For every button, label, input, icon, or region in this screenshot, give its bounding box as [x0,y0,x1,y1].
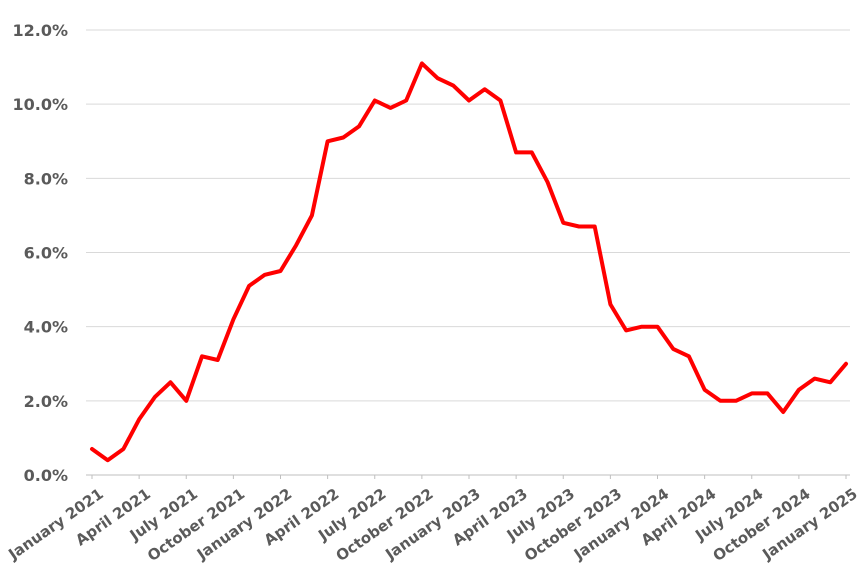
y-tick-label: 8.0% [24,169,68,188]
y-tick-label: 12.0% [12,21,68,40]
y-tick-label: 4.0% [24,318,68,337]
y-tick-label: 10.0% [12,95,68,114]
y-tick-label: 6.0% [24,244,68,263]
series-line [90,61,848,463]
y-tick-label: 2.0% [24,392,68,411]
y-axis-ticks: 0.0% 2.0% 4.0% 6.0% 8.0% 10.0% 12.0% [12,21,68,485]
y-tick-label: 0.0% [24,466,68,485]
gridlines [86,29,850,476]
series-layer [90,61,848,463]
